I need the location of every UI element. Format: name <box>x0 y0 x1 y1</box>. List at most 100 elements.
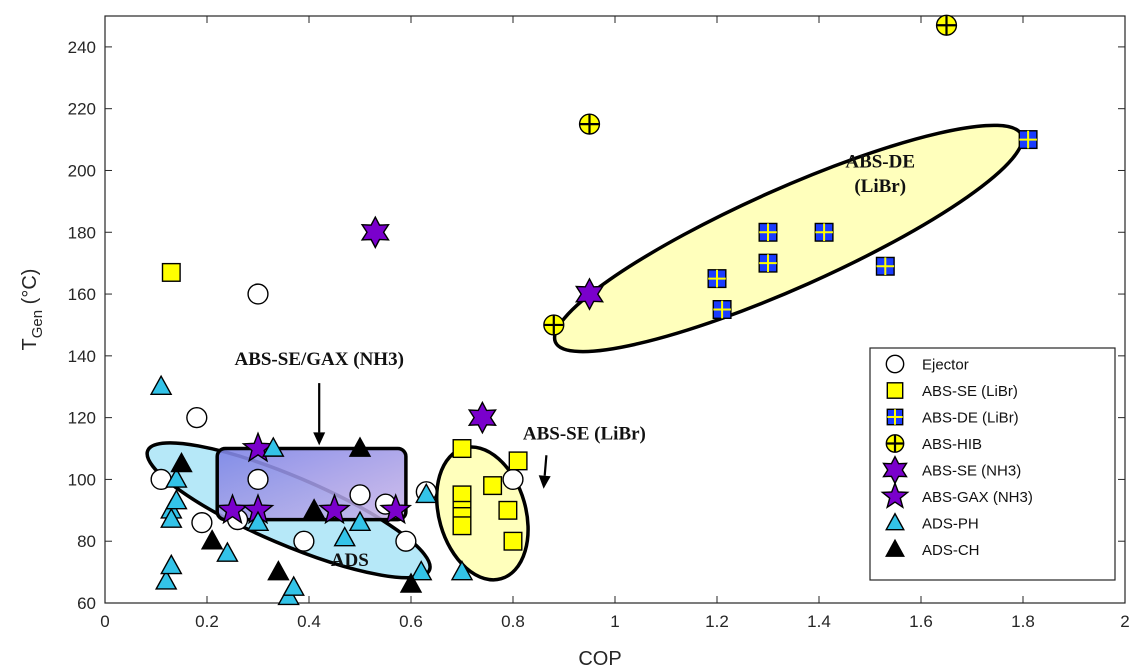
y-tick-label: 140 <box>68 347 96 366</box>
legend-marker-ads-ch <box>885 538 905 557</box>
x-tick-label: 0.8 <box>501 612 525 631</box>
y-tick-label: 60 <box>77 594 96 613</box>
series-abs-de-libr <box>707 130 1038 320</box>
point-abs-se-libr <box>452 516 472 536</box>
point-ads-ph <box>282 575 305 596</box>
point-ads-ph <box>348 510 372 531</box>
annotation-arrow-line <box>543 455 548 476</box>
annotation-libr: (LiBr) <box>854 176 906 197</box>
point-ads-ph <box>160 553 183 575</box>
point-abs-de-libr <box>707 269 727 289</box>
point-abs-se-libr <box>508 451 528 471</box>
legend-marker-abs-se-libr <box>886 382 904 399</box>
x-tick-label: 0.4 <box>297 612 321 631</box>
point-ads-ph <box>333 526 356 547</box>
point-ads-ph <box>165 489 188 510</box>
annotation-abs-se-gax-nh3: ABS-SE/GAX (NH3) <box>234 349 403 370</box>
legend-label-abs-de-libr: ABS-DE (LiBr) <box>922 410 1019 427</box>
annotations: ABS-DE (LiBr) ADS ABS-SE/GAX (NH3) ABS-SE (L… <box>234 151 915 571</box>
legend-label-ads-ph: ADS-PH <box>922 516 979 533</box>
y-tick-label: 80 <box>77 532 96 551</box>
series-abs-hib <box>543 14 958 336</box>
point-ads-ph <box>246 510 270 531</box>
x-tick-label: 1.8 <box>1011 612 1035 631</box>
point-abs-de-libr <box>758 222 778 242</box>
legend-marker-ads-ph <box>885 512 905 531</box>
point-ads-ph <box>409 560 433 581</box>
point-ejector <box>293 530 315 552</box>
point-abs-hib <box>935 14 958 36</box>
x-tick-label: 0 <box>100 612 109 631</box>
point-ejector <box>247 468 269 491</box>
legend-box <box>869 347 1116 581</box>
point-ejector <box>191 512 213 534</box>
legend-marker-abs-de-libr <box>886 408 904 426</box>
y-tick-label: 160 <box>68 285 96 304</box>
annotation-ads: ADS <box>331 550 369 571</box>
point-abs-se-libr <box>503 531 523 551</box>
point-ads-ch <box>302 498 326 519</box>
point-ads-ph <box>415 482 438 504</box>
point-abs-de-libr <box>814 222 834 242</box>
point-ejector <box>502 468 524 491</box>
point-abs-se-libr <box>452 439 472 459</box>
series-abs-gax-nh3 <box>216 431 413 525</box>
data-points <box>149 14 1038 606</box>
point-ads-ph <box>160 507 183 528</box>
point-abs-gax-nh3 <box>379 493 413 525</box>
point-ads-ph <box>216 541 239 562</box>
region-abs-de-libr <box>552 123 1024 354</box>
annotation-abs-se-libr: ABS-SE (LiBr) <box>523 423 646 444</box>
point-ads-ch <box>348 436 372 457</box>
series-abs-se-nh3 <box>360 215 605 435</box>
point-abs-de-libr <box>875 256 895 276</box>
y-tick-label: 100 <box>68 470 96 489</box>
x-tick-label: 0.2 <box>195 612 219 631</box>
series-abs-se-libr <box>161 262 528 551</box>
legend-label-ads-ch: ADS-CH <box>922 542 980 559</box>
x-tick-label: 1.6 <box>909 612 933 631</box>
point-ads-ph <box>450 560 474 581</box>
point-abs-gax-nh3 <box>318 493 351 525</box>
y-tick-label: 220 <box>68 100 96 119</box>
legend: Ejector ABS-SE (LiBr) ABS-DE (LiBr) ABS-HIB… <box>869 347 1116 581</box>
point-abs-gax-nh3 <box>241 431 275 463</box>
y-tick-label: 180 <box>68 223 96 242</box>
x-tick-label: 0.6 <box>399 612 423 631</box>
legend-label-ejector: Ejector <box>922 357 969 374</box>
legend-marker-ejector <box>885 354 905 374</box>
point-abs-de-libr <box>758 253 778 273</box>
x-tick-label: 2 <box>1120 612 1129 631</box>
point-abs-se-libr <box>483 476 503 496</box>
point-ejector <box>395 530 417 552</box>
x-tick-label: 1.4 <box>807 612 831 631</box>
legend-marker-abs-hib <box>885 434 905 453</box>
point-ads-ph <box>149 374 173 396</box>
point-ads-ch <box>170 451 193 473</box>
legend-label-abs-gax-nh3: ABS-GAX (NH3) <box>922 489 1033 506</box>
point-abs-hib <box>578 113 601 135</box>
point-ejector <box>247 283 269 305</box>
point-abs-se-libr <box>161 262 181 282</box>
point-ejector <box>186 407 208 429</box>
x-tick-label: 1.2 <box>705 612 729 631</box>
legend-marker-abs-gax-nh3 <box>880 481 910 509</box>
point-ads-ph <box>262 436 285 457</box>
point-ads-ch <box>267 560 290 581</box>
series-ads-ph <box>149 374 474 606</box>
point-abs-hib <box>543 314 565 336</box>
point-abs-se-nh3 <box>360 215 390 250</box>
point-abs-de-libr <box>1018 130 1038 150</box>
axes: 0 0.2 0.4 0.6 0.8 1 1.2 1.4 1.6 1.8 2 60 80 100 120 140… <box>19 15 1130 670</box>
annotation-arrow-head <box>313 432 326 446</box>
point-ads-ph <box>165 467 188 488</box>
point-abs-se-nh3 <box>467 400 497 435</box>
point-ads-ch <box>200 529 224 550</box>
y-tick-label: 240 <box>68 38 96 57</box>
point-ejector <box>349 484 371 506</box>
point-ads-ph <box>154 569 178 590</box>
point-abs-se-nh3 <box>574 277 605 311</box>
y-axis-label: TGen (°C) <box>19 269 46 351</box>
legend-label-abs-se-nh3: ABS-SE (NH3) <box>922 463 1021 480</box>
